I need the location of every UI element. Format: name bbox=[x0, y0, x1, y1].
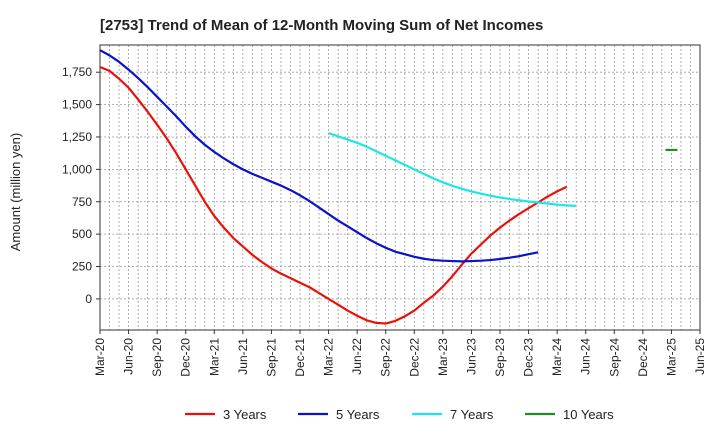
x-tick-label: Jun-22 bbox=[350, 338, 364, 375]
plot-frame bbox=[99, 44, 701, 331]
x-tick-label: Sep-22 bbox=[379, 338, 393, 377]
y-tick-label: 500 bbox=[72, 227, 92, 241]
legend: 3 Years 5 Years 7 Years 10 Years bbox=[185, 407, 614, 422]
series-line bbox=[99, 66, 568, 325]
x-tick-label: Jun-21 bbox=[236, 338, 250, 375]
y-tick-label: 1,750 bbox=[62, 65, 92, 79]
x-tick-label: Mar-23 bbox=[436, 338, 450, 376]
grid bbox=[100, 45, 700, 330]
series-line bbox=[99, 49, 539, 263]
x-tick-label: Mar-20 bbox=[93, 338, 107, 376]
x-tick-label: Jun-25 bbox=[693, 338, 707, 375]
legend-label: 3 Years bbox=[223, 407, 267, 422]
x-tick-label: Dec-21 bbox=[293, 338, 307, 377]
legend-label: 7 Years bbox=[450, 407, 494, 422]
legend-label: 5 Years bbox=[336, 407, 380, 422]
x-tick-label: Sep-24 bbox=[607, 338, 621, 377]
x-tick-label: Dec-20 bbox=[179, 338, 193, 377]
x-tick-label: Jun-20 bbox=[122, 338, 136, 375]
x-tick-label: Dec-24 bbox=[636, 338, 650, 377]
y-tick-label: 0 bbox=[85, 292, 92, 306]
x-tick-label: Jun-24 bbox=[579, 338, 593, 375]
x-tick-label: Sep-23 bbox=[493, 338, 507, 377]
x-tick-label: Mar-24 bbox=[550, 338, 564, 376]
x-tick-label: Mar-22 bbox=[322, 338, 336, 376]
y-tick-label: 250 bbox=[72, 260, 92, 274]
y-axis-ticks: 0 250 500 750 1,000 1,250 1,500 1,750 bbox=[62, 65, 100, 306]
x-tick-label: Sep-20 bbox=[150, 338, 164, 377]
x-tick-label: Sep-21 bbox=[264, 338, 278, 377]
x-tick-label: Mar-25 bbox=[664, 338, 678, 376]
y-tick-label: 1,000 bbox=[62, 162, 92, 176]
x-axis-ticks: Mar-20 Jun-20 Sep-20 Dec-20 Mar-21 Jun-21 Sep-… bbox=[93, 330, 707, 377]
x-tick-label: Dec-23 bbox=[522, 338, 536, 377]
y-tick-label: 1,500 bbox=[62, 98, 92, 112]
series-lines bbox=[99, 49, 678, 325]
chart-title: [2753] Trend of Mean of 12-Month Moving … bbox=[100, 17, 543, 34]
y-tick-label: 1,250 bbox=[62, 130, 92, 144]
plot-border bbox=[99, 44, 701, 331]
x-tick-label: Jun-23 bbox=[464, 338, 478, 375]
series-line bbox=[328, 132, 577, 207]
x-tick-label: Dec-22 bbox=[407, 338, 421, 377]
legend-label: 10 Years bbox=[563, 407, 614, 422]
x-tick-label: Mar-21 bbox=[207, 338, 221, 376]
y-axis-label: Amount (million yen) bbox=[8, 133, 23, 252]
y-tick-label: 750 bbox=[72, 195, 92, 209]
